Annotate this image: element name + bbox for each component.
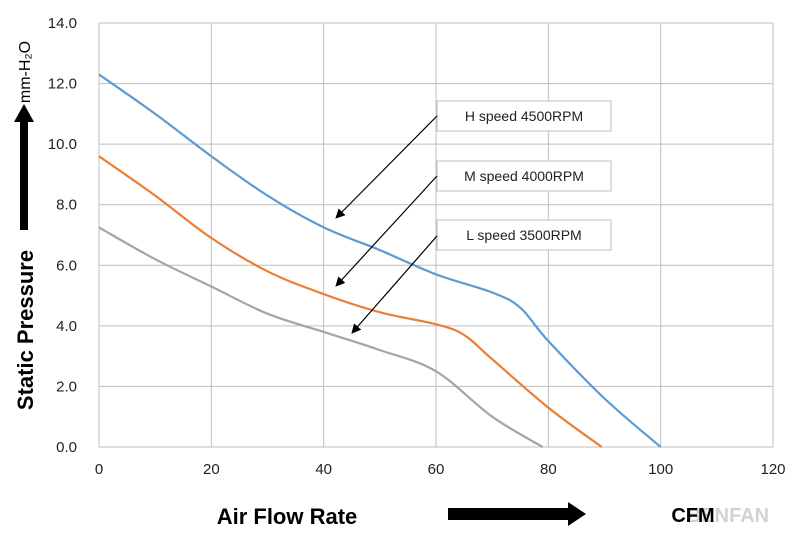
brand-watermark: BENFAN xyxy=(687,505,769,527)
callout-label: H speed 4500RPM xyxy=(465,108,583,124)
y-tick-label: 2.0 xyxy=(56,378,77,395)
callout-h: H speed 4500RPM xyxy=(335,100,612,219)
y-tick-label: 4.0 xyxy=(56,318,77,335)
x-tick-label: 100 xyxy=(648,461,673,478)
y-axis-unit: mm-H₂O xyxy=(17,41,34,103)
x-axis-label: Air Flow Rate xyxy=(217,504,358,529)
callout-box xyxy=(436,100,612,132)
x-axis-unit: CFM xyxy=(671,505,714,527)
callout-label: L speed 3500RPM xyxy=(466,227,581,243)
series-line-h-speed xyxy=(98,73,662,448)
y-tick-label: 8.0 xyxy=(56,197,77,214)
callout-box xyxy=(436,160,612,192)
callout-arrow xyxy=(335,175,438,287)
y-tick-label: 10.0 xyxy=(48,136,77,153)
x-tick-labels: 0 20 40 60 80 100 120 xyxy=(95,461,786,478)
x-axis-arrow xyxy=(448,502,586,526)
x-tick-label: 0 xyxy=(95,461,103,478)
y-tick-labels: 0.0 2.0 4.0 6.0 8.0 10.0 12.0 14.0 xyxy=(48,15,77,456)
callout-arrow xyxy=(335,115,438,219)
x-tick-label: 40 xyxy=(315,461,332,478)
y-axis-arrow xyxy=(14,104,34,230)
grid-lines xyxy=(98,22,774,448)
x-tick-label: 60 xyxy=(428,461,445,478)
y-axis-label: Static Pressure xyxy=(13,250,38,410)
callout-box xyxy=(436,219,612,251)
series-line-l-speed xyxy=(98,226,544,448)
x-tick-label: 120 xyxy=(760,461,785,478)
callout-m: M speed 4000RPM xyxy=(335,160,612,287)
series-line-m-speed xyxy=(98,155,603,448)
callout-l: L speed 3500RPM xyxy=(351,219,612,334)
series-lines xyxy=(98,73,662,448)
y-tick-label: 12.0 xyxy=(48,76,77,93)
y-tick-label: 6.0 xyxy=(56,257,77,274)
callout-label: M speed 4000RPM xyxy=(464,168,584,184)
x-tick-label: 20 xyxy=(203,461,220,478)
y-tick-label: 0.0 xyxy=(56,439,77,456)
y-tick-label: 14.0 xyxy=(48,15,77,32)
x-tick-label: 80 xyxy=(540,461,557,478)
callout-arrow xyxy=(351,235,438,334)
